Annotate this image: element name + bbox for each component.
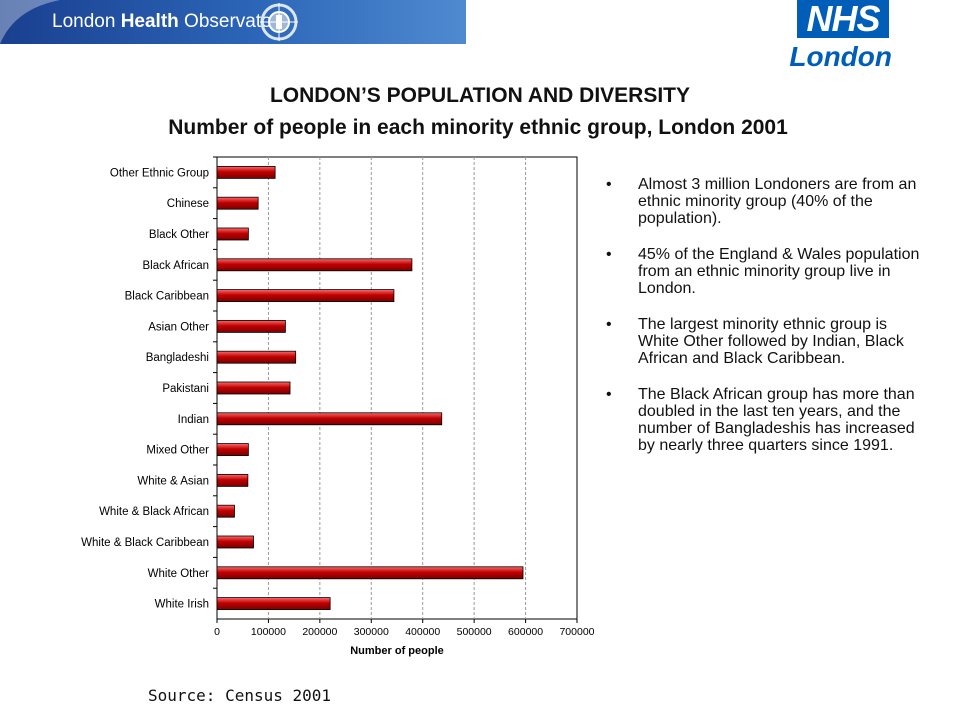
x-tick-label: 200000 bbox=[302, 626, 337, 638]
bar bbox=[216, 443, 249, 457]
x-tick-label: 300000 bbox=[354, 626, 389, 638]
x-axis-label: Number of people bbox=[350, 645, 444, 657]
y-category-label: Bangladeshi bbox=[146, 352, 209, 364]
banner-swoosh-icon bbox=[0, 0, 60, 44]
y-category-label: Chinese bbox=[167, 198, 209, 210]
bar bbox=[216, 227, 249, 241]
bar bbox=[216, 597, 331, 611]
bar bbox=[216, 258, 413, 272]
banner-title: London Health Observatory bbox=[52, 11, 288, 32]
y-category-label: Black African bbox=[143, 260, 209, 272]
bullet-point: 45% of the England & Wales population fr… bbox=[600, 246, 928, 297]
bar bbox=[216, 319, 286, 333]
bar bbox=[216, 381, 291, 395]
x-tick-label: 400000 bbox=[405, 626, 440, 638]
bullet-point: Almost 3 million Londoners are from an e… bbox=[600, 176, 928, 227]
bar bbox=[216, 165, 276, 179]
x-tick-label: 100000 bbox=[251, 626, 286, 638]
y-category-label: Indian bbox=[178, 414, 209, 426]
bar bbox=[216, 196, 259, 210]
y-category-label: White & Black African bbox=[99, 506, 209, 518]
bar bbox=[216, 412, 443, 426]
y-category-label: White & Asian bbox=[137, 475, 209, 487]
observatory-globe-icon bbox=[260, 3, 298, 41]
key-points-list: Almost 3 million Londoners are from an e… bbox=[600, 176, 928, 473]
bullet-point: The Black African group has more than do… bbox=[600, 386, 928, 454]
bar bbox=[216, 535, 254, 549]
source-note: Source: Census 2001 bbox=[148, 686, 332, 705]
x-tick-label: 700000 bbox=[559, 626, 594, 638]
y-category-label: White Irish bbox=[155, 599, 209, 611]
y-category-label: Mixed Other bbox=[146, 445, 209, 457]
nhs-region-label: London bbox=[789, 41, 892, 72]
bar bbox=[216, 289, 395, 303]
y-category-label: Asian Other bbox=[148, 321, 209, 333]
bullet-point: The largest minority ethnic group is Whi… bbox=[600, 316, 928, 367]
bar bbox=[216, 566, 524, 580]
nhs-logo: NHS bbox=[797, 0, 889, 38]
y-category-label: Other Ethnic Group bbox=[110, 167, 209, 179]
y-category-label: White & Black Caribbean bbox=[81, 537, 209, 549]
y-category-label: Black Other bbox=[149, 229, 209, 241]
y-category-label: Pakistani bbox=[162, 383, 209, 395]
lho-banner: London Health Observatory bbox=[0, 0, 466, 44]
bar bbox=[216, 473, 249, 487]
x-tick-label: 0 bbox=[214, 626, 220, 638]
ethnic-group-bar-chart: 0 100000 200000 300000 400000 500000 600000 700… bbox=[81, 156, 595, 657]
x-tick-label: 600000 bbox=[508, 626, 543, 638]
x-tick-label: 500000 bbox=[457, 626, 492, 638]
chart-subtitle: Number of people in each minority ethnic… bbox=[168, 116, 788, 139]
y-category-label: Black Caribbean bbox=[125, 291, 209, 303]
page-title: LONDON’S POPULATION AND DIVERSITY bbox=[269, 84, 691, 107]
bar bbox=[216, 350, 297, 364]
bar bbox=[216, 504, 235, 518]
y-category-label: White Other bbox=[148, 568, 210, 580]
